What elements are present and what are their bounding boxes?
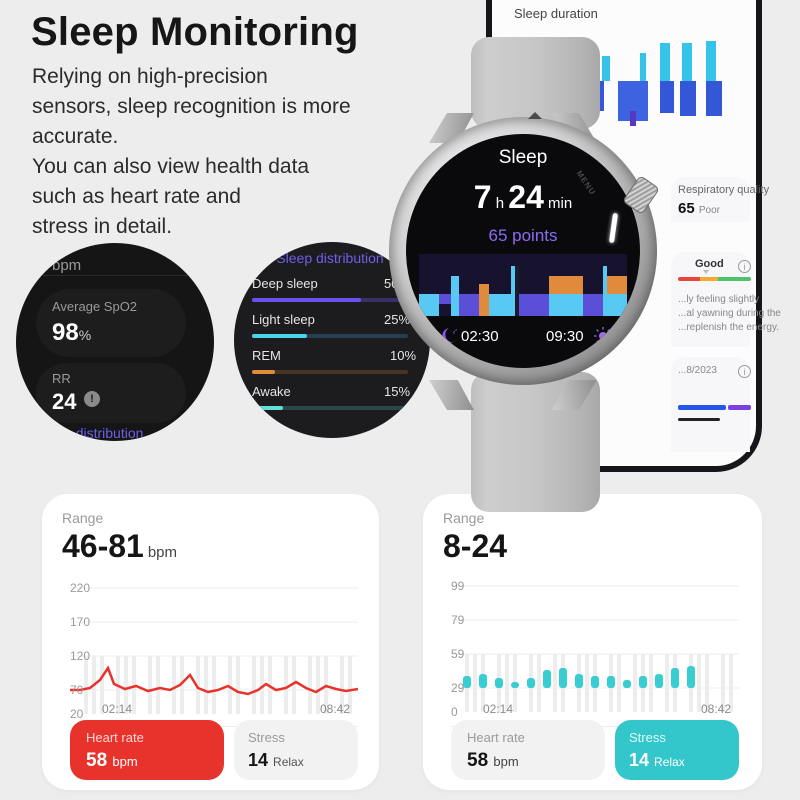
svg-text:z: z (455, 328, 457, 332)
